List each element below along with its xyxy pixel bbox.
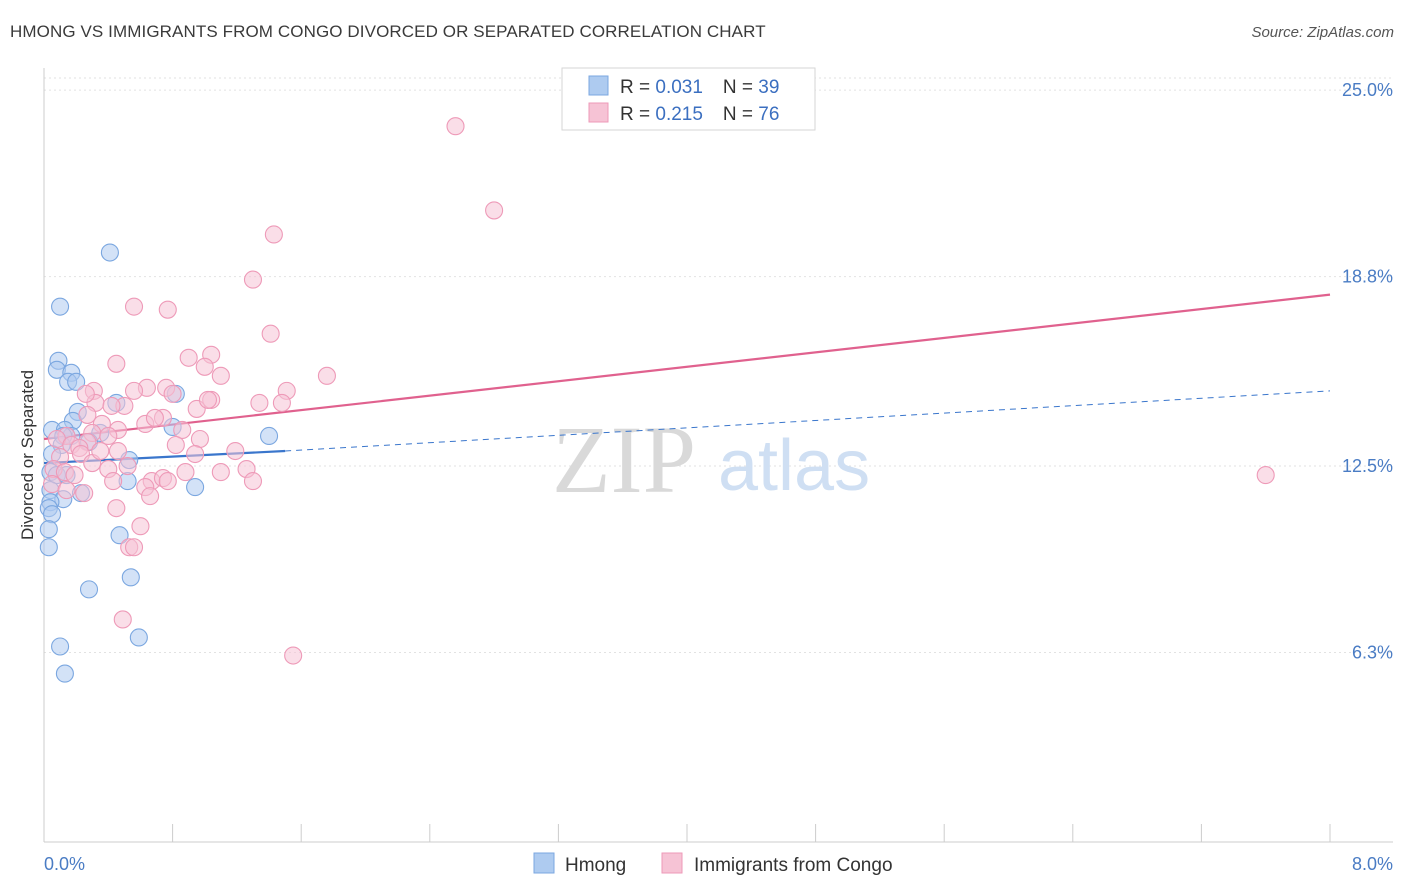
series-1-point-1	[485, 201, 504, 220]
series-0-point-33	[39, 520, 58, 539]
source-label: Source: ZipAtlas.com	[1251, 24, 1394, 41]
x-tick-label-0: 0.0%	[44, 854, 85, 874]
series-0-point-35	[39, 538, 58, 557]
x-tick-labels: 0.0% 8.0%	[44, 854, 1393, 874]
y-tick-labels: 6.3% 12.5% 18.8% 25.0%	[1342, 80, 1393, 662]
series-1-point-22	[102, 396, 121, 415]
series-1-point-68	[113, 610, 132, 629]
x-tick-label-1: 8.0%	[1352, 854, 1393, 874]
series-1-point-3	[243, 270, 263, 289]
series-1-point-9	[107, 354, 126, 373]
series-0-point-0	[100, 243, 119, 262]
series-1-point-53	[176, 463, 195, 482]
y-axis-title: Divorced or Separated	[18, 370, 37, 540]
series-1-point-40	[166, 435, 185, 455]
series-1-point-32	[99, 426, 118, 446]
series-1-point-67	[124, 538, 144, 557]
series-1-point-30	[173, 420, 192, 440]
series-1-point-35	[190, 429, 209, 449]
series-1-point-56	[243, 472, 263, 491]
series-0-point-34	[110, 526, 129, 545]
data-points	[39, 117, 1275, 683]
series-1-point-4	[124, 297, 144, 316]
series-0-point-32	[42, 505, 62, 524]
series-0-point-1	[51, 297, 70, 316]
legend-bottom-label-hmong: Hmong	[565, 855, 626, 876]
legend-bottom-swatch-congo	[661, 852, 683, 874]
legend-swatch-congo	[588, 102, 609, 123]
series-0-point-39	[51, 637, 70, 656]
series-1-point-72	[76, 384, 95, 403]
series-1-point-59	[158, 472, 177, 491]
series-1-point-54	[104, 472, 123, 491]
series-1-point-10	[195, 357, 214, 376]
series-0-point-37	[79, 580, 99, 599]
legend-row-hmong: R = 0.031 N = 39	[620, 77, 779, 98]
series-1-point-8	[179, 348, 198, 367]
series-1-point-6	[261, 324, 280, 343]
series-1-point-0	[446, 117, 465, 136]
series-1-point-43	[186, 444, 205, 464]
series-1-point-63	[75, 484, 94, 503]
watermark: ZIP atlas	[552, 406, 870, 513]
series-1-point-47	[118, 457, 137, 476]
legend-bottom-label-congo: Immigrants from Congo	[694, 855, 893, 876]
y-tick-label-1: 12.5%	[1342, 456, 1393, 476]
legend-swatch-hmong	[588, 75, 609, 96]
legend-r-hmong: 0.031	[655, 77, 703, 98]
series-1-trendline	[43, 293, 1331, 441]
series-0-point-6	[67, 372, 86, 391]
series-0-point-40	[55, 664, 74, 683]
y-tick-label-3: 25.0%	[1342, 80, 1393, 100]
series-1-point-64	[107, 499, 126, 518]
legend-r-congo: 0.215	[655, 104, 703, 125]
series-1-point-65	[131, 517, 150, 536]
grid-lines	[44, 77, 1393, 654]
series-1-point-18	[163, 384, 182, 403]
y-tick-label-2: 18.8%	[1342, 267, 1393, 287]
series-1-point-17	[124, 381, 144, 400]
legend-n-hmong: 39	[758, 77, 779, 98]
series-1-point-42	[226, 441, 245, 461]
series-1-point-25	[78, 405, 97, 424]
series-1-point-12	[317, 366, 336, 385]
chart-title: HMONG VS IMMIGRANTS FROM CONGO DIVORCED …	[10, 22, 766, 41]
series-1-point-51	[65, 466, 84, 485]
series-0-point-20	[259, 426, 279, 446]
series-1-points	[42, 117, 1275, 665]
series-0-trendline-extension	[285, 390, 1331, 452]
series-1-point-74	[198, 390, 218, 409]
series-1-point-23	[250, 393, 269, 412]
legend-n-congo: 76	[758, 104, 779, 125]
watermark-zip: ZIP	[552, 406, 696, 513]
series-1-point-71	[272, 393, 291, 412]
series-0-point-27	[186, 478, 205, 497]
series-1-point-73	[145, 408, 164, 427]
series-1-point-5	[158, 300, 177, 319]
series-1-point-39	[108, 441, 127, 461]
series-1-point-2	[264, 225, 283, 244]
legend-row-congo: R = 0.215 N = 76	[620, 104, 779, 125]
legend-top: R = 0.031 N = 39 R = 0.215 N = 76	[561, 67, 816, 131]
series-1-point-70	[1256, 466, 1275, 485]
y-tick-label-0: 6.3%	[1352, 643, 1393, 663]
series-1-point-69	[284, 646, 303, 665]
series-1-point-52	[211, 463, 230, 482]
legend-bottom: Hmong Immigrants from Congo	[533, 852, 893, 876]
series-1-point-61	[57, 481, 76, 500]
series-1-point-75	[91, 441, 110, 461]
series-1-point-11	[211, 366, 230, 385]
watermark-atlas: atlas	[718, 426, 870, 506]
series-0-point-36	[121, 568, 140, 587]
series-1-point-62	[141, 487, 160, 506]
series-0-point-38	[129, 628, 148, 647]
legend-bottom-swatch-hmong	[533, 852, 555, 874]
